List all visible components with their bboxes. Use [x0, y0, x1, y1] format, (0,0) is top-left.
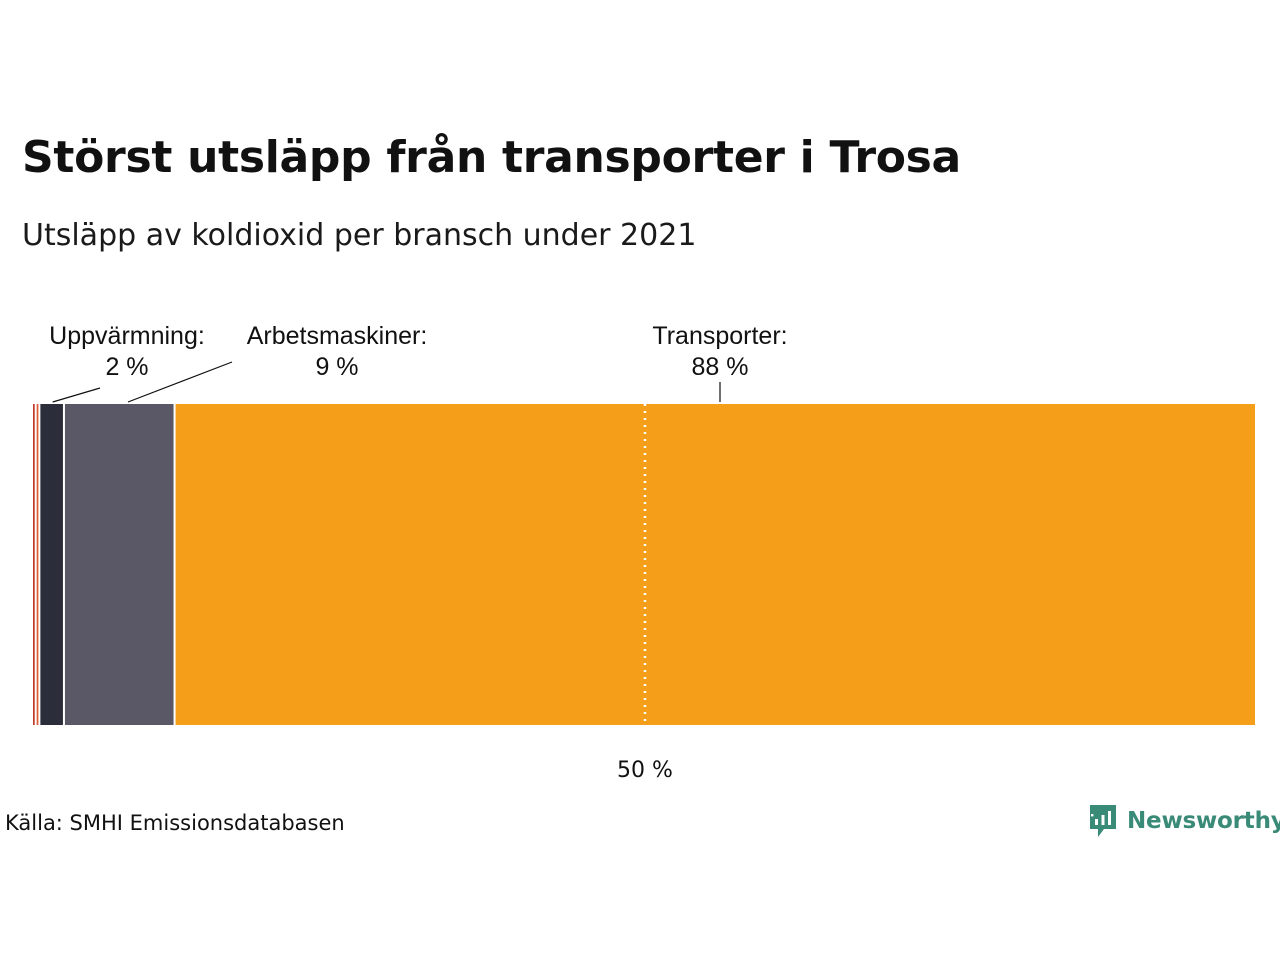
bar-segment-minor-1	[36, 404, 39, 725]
chart-subtitle: Utsläpp av koldioxid per bransch under 2…	[22, 218, 697, 253]
segment-labels: Uppvärmning: 2 % Arbetsmaskiner: 9 % Transpo…	[49, 322, 788, 403]
leader-line-arbetsmaskiner	[127, 361, 233, 403]
leader-line-uppvärmning	[52, 387, 101, 403]
segment-value-transporter: 88 %	[692, 353, 749, 381]
chart-title: Störst utsläpp från transporter i Trosa	[22, 132, 961, 183]
segment-value-arbetsmaskiner: 9 %	[315, 353, 358, 381]
bar-segments	[33, 404, 1256, 725]
bar-segment-transporter	[175, 404, 1256, 725]
brand-logo: Newsworthy	[1088, 804, 1280, 838]
segment-value-uppvärmning: 2 %	[105, 353, 148, 381]
brand-name: Newsworthy	[1127, 808, 1280, 834]
stacked-bar-chart: 50 % Uppvärmning: 2 % Arbetsmaskiner: 9 % Tr…	[33, 322, 1256, 783]
segment-label-arbetsmaskiner: Arbetsmaskiner:	[247, 322, 428, 350]
bar-segment-uppvärmning	[40, 404, 63, 725]
segment-label-uppvärmning: Uppvärmning:	[49, 322, 205, 350]
newsworthy-logo-icon	[1090, 805, 1116, 837]
segment-label-transporter: Transporter:	[652, 322, 787, 350]
source-note: Källa: SMHI Emissionsdatabasen	[5, 811, 345, 835]
bar-segment-arbetsmaskiner	[64, 404, 174, 725]
bar-segment-minor-0	[33, 404, 35, 725]
reference-line-label: 50 %	[617, 758, 673, 783]
